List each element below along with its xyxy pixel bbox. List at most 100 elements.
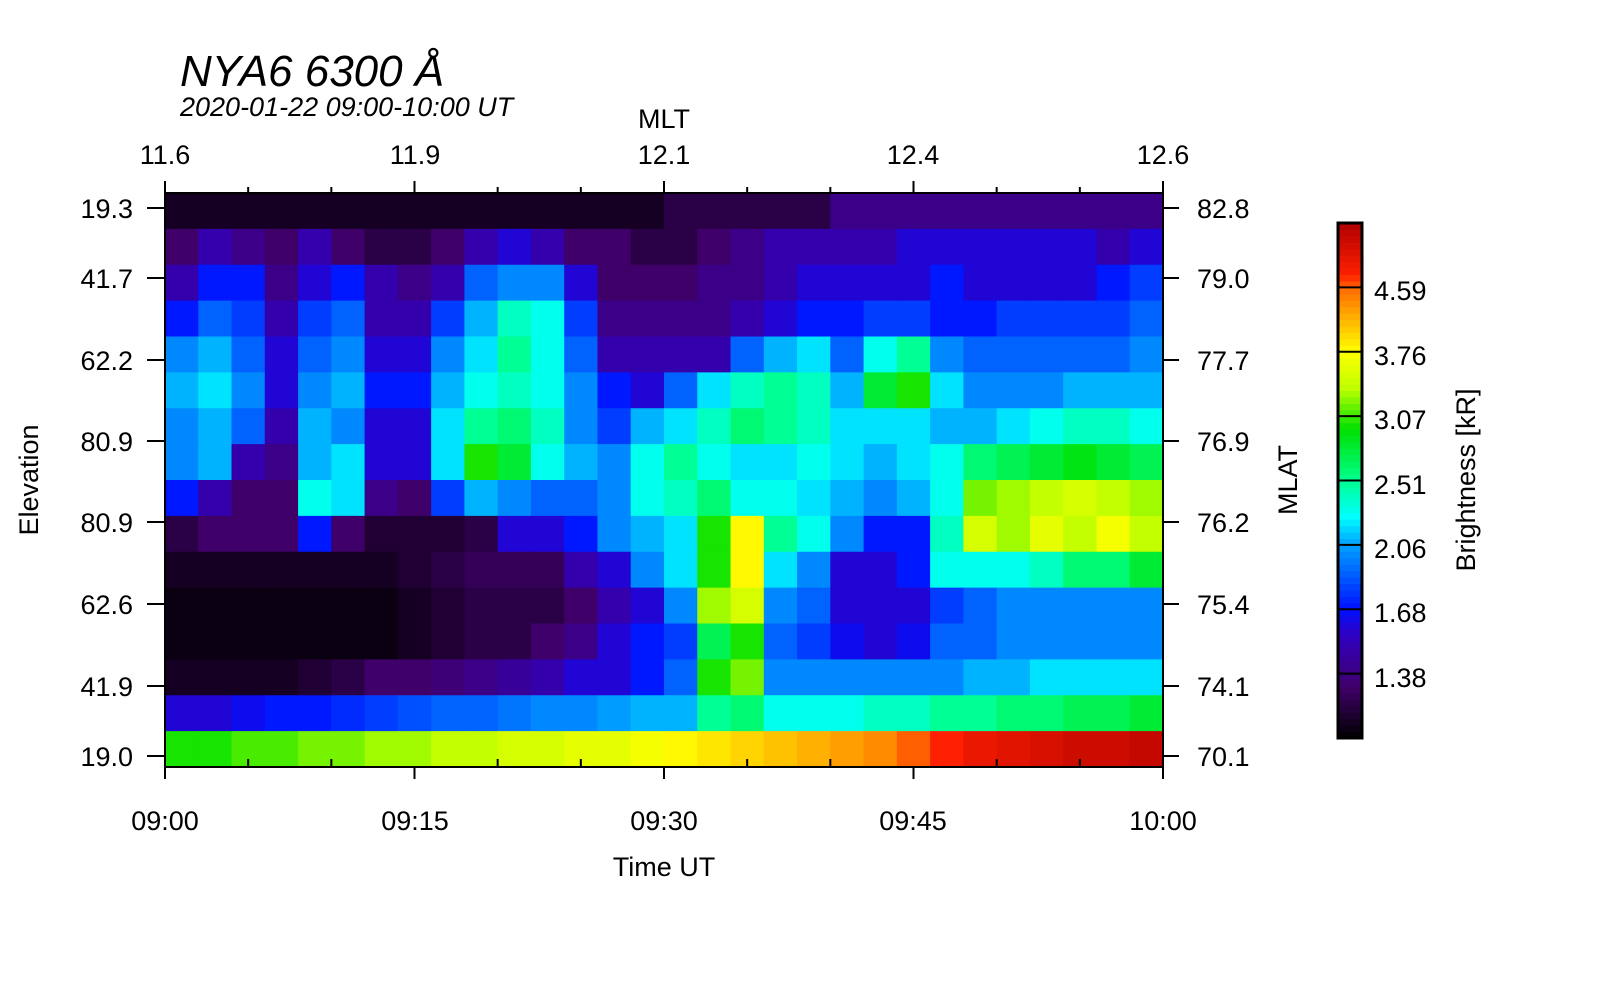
colorbar-segment xyxy=(1338,641,1362,649)
heatmap-cell xyxy=(564,515,599,553)
colorbar-segment xyxy=(1338,441,1362,449)
top-axis-label: MLT xyxy=(638,104,690,134)
heatmap-cell xyxy=(597,731,632,768)
heatmap-cell xyxy=(165,587,199,625)
y-tick-label: 41.9 xyxy=(80,672,133,702)
heatmap-cell xyxy=(1063,659,1098,696)
heatmap-cell xyxy=(198,264,233,302)
heatmap-cell xyxy=(198,444,233,481)
heatmap-cell xyxy=(1129,731,1164,768)
heatmap-cell xyxy=(397,408,432,445)
colorbar-segment xyxy=(1338,686,1362,694)
heatmap-cell xyxy=(397,228,432,266)
colorbar-segment xyxy=(1338,248,1362,256)
colorbar-segment xyxy=(1338,596,1362,604)
heatmap-cell xyxy=(896,695,931,732)
heatmap-cell xyxy=(364,372,399,409)
colorbar-segment xyxy=(1338,506,1362,514)
heatmap-cell xyxy=(264,372,299,409)
heatmap-cell xyxy=(397,731,432,768)
heatmap-cell xyxy=(1129,264,1164,302)
heatmap-cell xyxy=(730,659,765,696)
colorbar-segment xyxy=(1338,338,1362,346)
colorbar-segment xyxy=(1338,532,1362,540)
heatmap-cell xyxy=(231,623,266,660)
heatmap-cell xyxy=(730,228,765,266)
heatmap-cell xyxy=(797,444,831,481)
heatmap-cell xyxy=(264,228,299,266)
top-tick-label: 12.1 xyxy=(638,140,691,170)
heatmap-cell xyxy=(364,551,399,589)
y-tick-label: 19.3 xyxy=(80,194,133,224)
heatmap-cell xyxy=(364,695,399,732)
heatmap-cell xyxy=(630,193,665,230)
heatmap-cell xyxy=(697,480,732,517)
right-tick-label: 76.2 xyxy=(1197,508,1250,538)
x-tick-labels: 09:00 09:15 09:30 09:45 10:00 xyxy=(131,806,1197,836)
heatmap-cell xyxy=(431,372,465,409)
colorbar-segment xyxy=(1338,229,1362,237)
heatmap-cell xyxy=(597,300,632,338)
colorbar-segment xyxy=(1338,647,1362,655)
heatmap-cell xyxy=(464,408,499,445)
heatmap-cell xyxy=(431,444,465,481)
heatmap-cell xyxy=(963,193,998,230)
colorbar-segment xyxy=(1338,422,1362,430)
heatmap-cell xyxy=(464,587,499,625)
x-tick-label: 09:00 xyxy=(131,806,199,836)
heatmap-cell xyxy=(364,659,399,696)
heatmap-cell xyxy=(331,551,366,589)
heatmap-cell xyxy=(630,408,665,445)
heatmap-cell xyxy=(763,228,798,266)
colorbar-segment xyxy=(1338,274,1362,282)
heatmap-cell xyxy=(730,480,765,517)
heatmap-cell xyxy=(264,587,299,625)
heatmap-cell xyxy=(630,515,665,553)
colorbar-tick-label: 1.68 xyxy=(1374,598,1427,628)
heatmap-cell xyxy=(1063,515,1098,553)
heatmap-cell xyxy=(564,623,599,660)
colorbar-segment xyxy=(1338,396,1362,404)
heatmap-cell xyxy=(298,264,332,302)
top-tick-label: 11.6 xyxy=(140,140,191,170)
heatmap-cell xyxy=(231,300,266,338)
heatmap-cell xyxy=(597,623,632,660)
colorbar-segment xyxy=(1338,268,1362,276)
heatmap-cell xyxy=(1096,515,1131,553)
heatmap-cell xyxy=(564,372,599,409)
heatmap-cell xyxy=(431,480,465,517)
heatmap-cell xyxy=(530,300,565,338)
heatmap-cell xyxy=(697,659,732,696)
heatmap-cell xyxy=(397,372,432,409)
heatmap-cell xyxy=(1129,587,1164,625)
heatmap-cell xyxy=(331,480,366,517)
heatmap-cell xyxy=(830,551,865,589)
top-tick-labels: 11.6 11.9 12.1 12.4 12.6 xyxy=(140,140,1190,170)
heatmap-cell xyxy=(797,480,831,517)
right-tick-label: 77.7 xyxy=(1197,346,1250,376)
heatmap-cell xyxy=(664,480,698,517)
heatmap-cell xyxy=(896,480,931,517)
heatmap-cell xyxy=(896,372,931,409)
heatmap-cell xyxy=(298,300,332,338)
colorbar-segment xyxy=(1338,667,1362,675)
heatmap-cell xyxy=(630,228,665,266)
heatmap-cell xyxy=(431,695,465,732)
heatmap-cell xyxy=(298,731,332,768)
heatmap-cell xyxy=(863,695,898,732)
heatmap-cell xyxy=(497,264,532,302)
heatmap-cell xyxy=(364,408,399,445)
heatmap-cell xyxy=(996,480,1031,517)
colorbar-segment xyxy=(1338,474,1362,482)
heatmap-cell xyxy=(464,300,499,338)
heatmap-cell xyxy=(963,228,998,266)
colorbar-segment xyxy=(1338,242,1362,250)
heatmap-cell xyxy=(863,659,898,696)
heatmap-cell xyxy=(530,623,565,660)
heatmap-cell xyxy=(697,336,732,373)
top-tick-label: 12.6 xyxy=(1137,140,1190,170)
heatmap-cell xyxy=(165,228,199,266)
heatmap-cell xyxy=(863,480,898,517)
colorbar-segment xyxy=(1338,622,1362,630)
heatmap-cell xyxy=(1063,408,1098,445)
